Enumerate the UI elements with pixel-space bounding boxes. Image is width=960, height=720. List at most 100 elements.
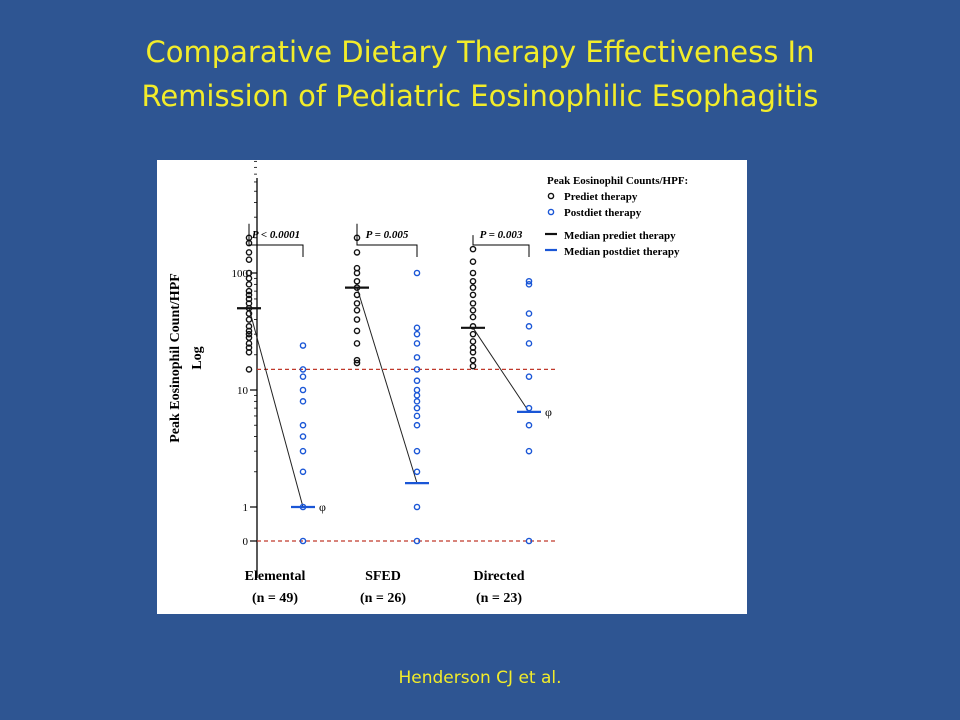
prediet-point: [469, 277, 477, 285]
postdiet-point: [525, 323, 533, 330]
median-connector-line: [472, 327, 530, 413]
postdiet-point: [299, 386, 307, 394]
postdiet-point: [413, 392, 421, 399]
x-group-n-label: (n = 23): [476, 591, 522, 606]
legend-item-label: Median postdiet therapy: [564, 246, 680, 258]
prediet-point: [245, 295, 253, 303]
postdiet-point: [299, 366, 307, 373]
prediet-point: [469, 338, 477, 345]
postdiet-point: [413, 503, 421, 511]
postdiet-point: [299, 447, 307, 455]
prediet-point: [245, 256, 253, 263]
postdiet-point: [299, 421, 307, 429]
prediet-point: [353, 316, 361, 323]
prediet-point: [353, 300, 361, 307]
prediet-point: [245, 287, 253, 295]
p-value-label: P < 0.0001: [252, 229, 300, 241]
prediet-point: [245, 334, 253, 341]
prediet-point: [469, 362, 477, 370]
prediet-point: [469, 313, 477, 321]
slide-title-line-2: Remission of Pediatric Eosinophilic Esop…: [141, 79, 819, 113]
postdiet-point: [525, 537, 533, 545]
prediet-point: [245, 330, 253, 338]
prediet-point: [353, 356, 361, 364]
prediet-point: [353, 359, 361, 367]
prediet-point: [353, 277, 361, 285]
prediet-point: [469, 330, 477, 338]
postdiet-point: [413, 412, 421, 420]
footer-credit: Henderson CJ et al.: [398, 668, 562, 688]
prediet-point: [469, 323, 477, 330]
prediet-point: [245, 291, 253, 299]
data-layer: φ P < 0.0001 P = 0.005 φ P = 0.003: [237, 223, 552, 545]
y-tick-label: 100: [232, 268, 249, 280]
chart-panel: 10001001010Peak Eosinophil Count/HPFLogE…: [157, 160, 747, 614]
postdiet-point: [525, 447, 533, 455]
postdiet-point: [413, 537, 421, 545]
y-tick-label: 1: [243, 502, 249, 514]
median-connector-line: [356, 287, 418, 484]
legend-symbol-circle: [547, 208, 555, 216]
postdiet-point: [413, 404, 421, 412]
legend-title: Peak Eosinophil Counts/HPF:: [547, 175, 688, 187]
median-connector-line: [248, 308, 304, 508]
y-tick-label: 0: [243, 536, 249, 548]
x-group-label: SFED: [365, 569, 401, 584]
prediet-point: [353, 249, 361, 256]
prediet-point: [245, 316, 253, 323]
postdiet-point: [525, 281, 533, 288]
significance-bracket: [356, 223, 418, 257]
y-tick-label: 10: [237, 385, 249, 397]
legend-symbol-circle: [547, 192, 555, 200]
p-value-label: P = 0.003: [480, 229, 523, 241]
postdiet-point: [299, 342, 307, 349]
postdiet-point: [413, 468, 421, 476]
legend-layer: Peak Eosinophil Counts/HPF: Prediet thera…: [545, 175, 688, 258]
prediet-point: [353, 291, 361, 299]
slide-title-line-1: Comparative Dietary Therapy Effectivenes…: [145, 35, 815, 69]
significance-bracket: [472, 235, 530, 257]
postdiet-point: [413, 421, 421, 429]
prediet-point: [469, 258, 477, 265]
postdiet-point: [413, 269, 421, 277]
prediet-point: [469, 245, 477, 253]
postdiet-point: [413, 366, 421, 373]
prediet-point: [245, 310, 253, 317]
prediet-point: [469, 269, 477, 277]
prediet-point: [245, 249, 253, 256]
postdiet-point: [525, 404, 533, 412]
postdiet-point: [413, 340, 421, 347]
postdiet-point: [299, 468, 307, 476]
p-value-label: P = 0.005: [366, 229, 409, 241]
reference-lines-layer: [257, 368, 557, 542]
postdiet-point: [413, 324, 421, 332]
slide-title: Comparative Dietary Therapy Effectivenes…: [0, 30, 960, 118]
prediet-point: [245, 349, 253, 356]
legend-item-label: Prediet therapy: [564, 191, 638, 203]
legend-item-label: Median prediet therapy: [564, 230, 676, 242]
prediet-point: [245, 281, 253, 288]
prediet-point: [469, 356, 477, 364]
prediet-point: [353, 340, 361, 347]
x-group-n-label: (n = 26): [360, 591, 406, 606]
phi-mark: φ: [319, 500, 326, 514]
postdiet-point: [413, 330, 421, 338]
x-group-n-label: (n = 49): [252, 591, 298, 606]
postdiet-point: [413, 398, 421, 405]
prediet-point: [469, 306, 477, 314]
y-axis-sublabel: Log: [190, 346, 205, 369]
prediet-point: [245, 340, 253, 347]
x-group-label: Directed: [473, 569, 524, 584]
prediet-point: [353, 269, 361, 277]
prediet-point: [245, 275, 253, 282]
postdiet-point: [413, 354, 421, 361]
postdiet-point: [525, 310, 533, 317]
prediet-point: [245, 327, 253, 335]
prediet-point: [469, 349, 477, 356]
postdiet-point: [413, 377, 421, 385]
y-axis-label: Peak Eosinophil Count/HPF: [168, 273, 183, 443]
postdiet-point: [525, 373, 533, 380]
x-group-label: Elemental: [245, 569, 306, 584]
prediet-point: [469, 284, 477, 291]
postdiet-point: [413, 447, 421, 455]
